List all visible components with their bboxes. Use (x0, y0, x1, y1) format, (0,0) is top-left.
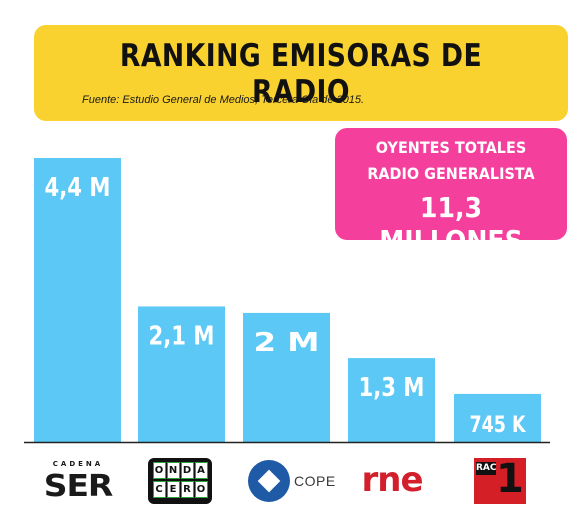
ser-logo: CADENA SER (34, 456, 122, 506)
bar-value-label: 2 M (254, 328, 320, 358)
cero-letter: E (166, 481, 180, 498)
bar-value-label: 1,3 M (359, 373, 425, 403)
rne-name-text: rne (361, 460, 423, 500)
bar-value-label: 2,1 M (149, 321, 215, 351)
cero-letter: O (194, 481, 208, 498)
total-label-line2: RADIO GENERALISTA (367, 164, 535, 183)
onda-letter: D (180, 462, 194, 479)
bar-ser (34, 158, 121, 442)
chart-title: RANKING EMISORAS DE RADIO (119, 38, 483, 110)
cero-letter: C (152, 481, 166, 498)
total-listeners-badge: OYENTES TOTALES RADIO GENERALISTA 11,3 M… (335, 128, 567, 257)
rne-logo: rne (352, 456, 432, 506)
onda-letter: A (194, 462, 208, 479)
bar-value-label: 745 K (470, 413, 527, 438)
cero-letter: R (180, 481, 194, 498)
ser-name-text: SER (43, 469, 114, 504)
total-value: 11,3 MILLONES (379, 191, 523, 257)
total-label-line1: OYENTES TOTALES (375, 138, 527, 157)
bar-rne (348, 358, 435, 442)
rac1-rac-text: RAC (476, 462, 497, 475)
bar-onda-cero (138, 306, 225, 442)
source-note: Fuente: Estudio General de Medios, Terce… (82, 94, 365, 106)
onda-letter: O (152, 462, 166, 479)
cope-logo: COPE (248, 456, 340, 506)
bar-rac1 (454, 393, 541, 442)
rac1-one-text: 1 (496, 456, 524, 502)
rac1-logo: RAC 1 (474, 456, 526, 506)
onda-cero-logo: O N D A C E R O (148, 456, 212, 506)
bar-value-label: 4,4 M (45, 173, 111, 203)
bar-cope (243, 312, 330, 442)
ser-cadena-text: CADENA (52, 460, 104, 468)
cope-name-text: COPE (294, 473, 336, 489)
onda-letter: N (166, 462, 180, 479)
title-banner: RANKING EMISORAS DE RADIO Fuente: Estudi… (34, 25, 568, 121)
